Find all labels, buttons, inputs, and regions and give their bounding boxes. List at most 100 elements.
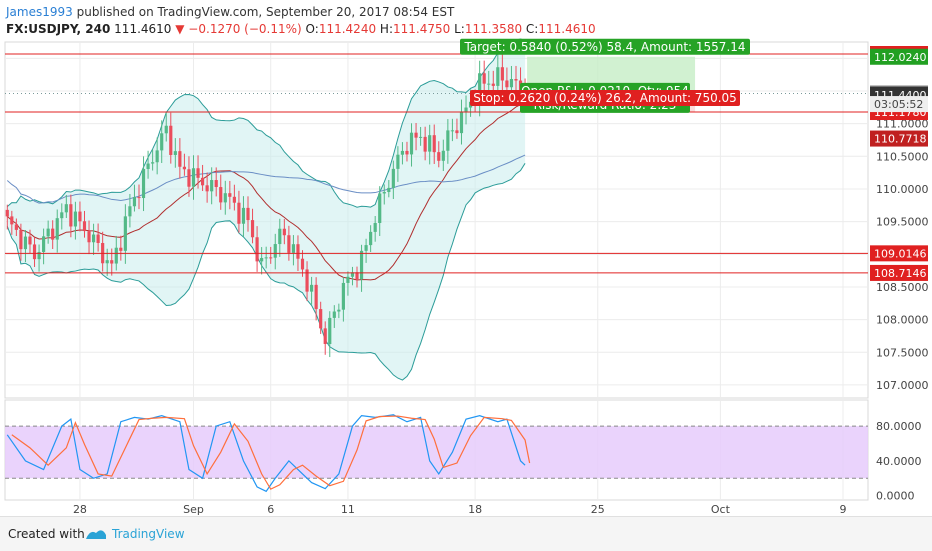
candle-body [169, 125, 173, 155]
stoch-d-line [11, 415, 531, 490]
publish-line: James1993 published on TradingView.com, … [6, 5, 454, 19]
candle-body [373, 222, 377, 232]
bollinger-fill [7, 38, 526, 381]
low-label: L: [454, 22, 465, 36]
stoch-tick-label: 0.0000 [876, 490, 915, 503]
candle-body [114, 247, 118, 264]
candle-body [282, 228, 286, 236]
price-change: ▼ −0.1270 (−0.11%) [175, 22, 302, 36]
candle-body [278, 228, 282, 245]
candle-body [223, 193, 227, 203]
candle-body [55, 218, 59, 240]
candle-body [105, 260, 109, 264]
high-label: H: [379, 22, 393, 36]
candle-body [300, 258, 305, 270]
candle-body [151, 162, 155, 164]
candle-body [296, 244, 300, 259]
candle-body [441, 150, 445, 161]
last-price: 111.4610 [114, 22, 172, 36]
candle-body [464, 107, 468, 112]
candle-body [273, 244, 277, 258]
open-label: O: [305, 22, 319, 36]
candle-body [42, 236, 46, 252]
tradingview-brand[interactable]: TradingView [112, 527, 185, 541]
candle-body [400, 150, 405, 155]
level-marker-bg [870, 264, 928, 281]
candle-body [246, 207, 250, 221]
candle-body [337, 309, 341, 312]
candle-body [28, 236, 32, 245]
symbol-label: FX:USDJPY, 240 [6, 22, 111, 36]
stop-label: Stop: 0.2620 (0.24%) 26.2, Amount: 750.0… [473, 91, 737, 105]
candle-body [187, 169, 191, 187]
candle-body [19, 229, 23, 250]
chart-header: James1993 published on TradingView.com, … [0, 0, 932, 40]
candle-body [14, 224, 18, 230]
candle-body [450, 130, 454, 132]
candle-body [487, 83, 491, 85]
candle-body [310, 284, 314, 292]
created-with-text: Created with [8, 527, 85, 541]
price-tick-label: 111.0000 [876, 118, 929, 131]
candle-body [200, 177, 205, 186]
candle-body [119, 247, 123, 251]
time-tick-label: 9 [840, 503, 847, 516]
candle-body [359, 250, 364, 280]
open-value: 111.4240 [318, 22, 377, 36]
published-text: published on TradingView.com, September … [76, 5, 455, 19]
candle-body [350, 272, 355, 277]
target-label-bg [460, 38, 750, 55]
candle-body [110, 260, 114, 264]
author-link[interactable]: James1993 [6, 5, 73, 19]
price-tick-label: 107.0000 [876, 379, 929, 392]
candle-body [51, 228, 55, 240]
candle-body [64, 204, 68, 213]
candle-body [96, 234, 100, 243]
candle-body [146, 163, 150, 169]
candle-body [378, 193, 382, 223]
candle-body [332, 311, 336, 318]
low-value: 111.3580 [464, 22, 523, 36]
price-tick-label: 108.0000 [876, 314, 929, 327]
close-label: C: [525, 22, 539, 36]
candle-body [405, 150, 409, 155]
candle-body [509, 79, 514, 88]
candle-body [123, 216, 127, 251]
stoch-tick-label: 80.0000 [876, 420, 922, 433]
candle-body [210, 180, 214, 192]
candle-body [432, 135, 436, 153]
stoch-band [5, 426, 868, 479]
time-tick-label: 18 [468, 503, 482, 516]
candle-body [137, 197, 141, 199]
level-marker-label: 108.7146 [874, 267, 927, 280]
candle-body [478, 73, 482, 105]
candle-body [60, 212, 64, 219]
countdown-bg [870, 96, 928, 113]
candle-body [496, 67, 500, 86]
candle-body [396, 154, 400, 169]
footer-bar: Created with TradingView [0, 516, 932, 551]
candle-body [228, 193, 232, 197]
candle-body [382, 192, 386, 194]
price-marker-bg [870, 130, 928, 147]
candle-body [428, 135, 432, 152]
candle-body [341, 282, 345, 310]
stoch-tick-label: 40.0000 [876, 455, 922, 468]
candle-body [255, 237, 259, 262]
candle-body [91, 234, 96, 243]
time-tick-label: Oct [711, 503, 731, 516]
time-tick-label: Sep [183, 503, 204, 516]
candle-body [73, 211, 77, 227]
candle-body [237, 202, 241, 224]
time-tick-label: 28 [73, 503, 87, 516]
candle-body [155, 150, 159, 163]
chart-canvas[interactable]: Target: 0.5840 (0.52%) 58.4, Amount: 155… [0, 0, 932, 516]
candle-body [323, 328, 327, 344]
candle-body [328, 317, 332, 344]
candle-body [414, 132, 418, 138]
candle-body [437, 152, 441, 161]
candle-body [32, 244, 37, 260]
level-marker-bg [870, 245, 928, 262]
candle-body [264, 257, 268, 259]
candle-body [78, 211, 82, 222]
